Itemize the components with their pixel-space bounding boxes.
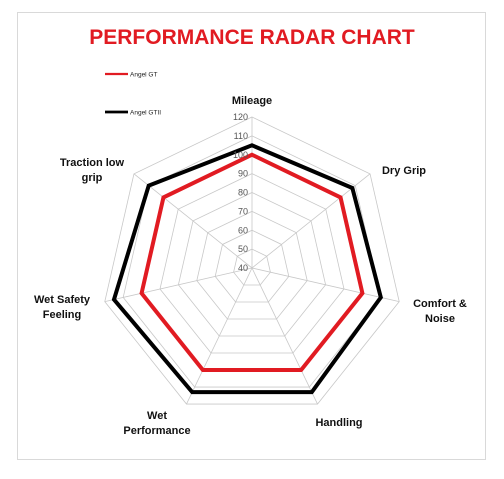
axis-label-6-line-1: grip <box>82 172 103 184</box>
radar-axis-labels: Mileage Dry Grip Comfort & Noise Handling Wet… <box>34 95 467 437</box>
axis-label-2-line-0: Comfort & <box>413 298 467 310</box>
legend: Angel GT Angel GTII <box>105 72 161 117</box>
chart-frame <box>17 12 486 460</box>
spoke-2 <box>251 267 400 302</box>
spoke-5 <box>104 267 253 302</box>
axis-label-2-line-1: Noise <box>425 313 455 325</box>
chart-title: PERFORMANCE RADAR CHART <box>89 26 415 49</box>
grid-ring-80 <box>177 192 327 337</box>
legend-entry-0: Angel GT <box>130 72 157 79</box>
axis-label-1-line-0: Dry Grip <box>382 165 426 177</box>
grid-ring-70 <box>196 210 308 320</box>
grid-ring-60 <box>214 229 290 303</box>
series-1-line <box>111 143 383 395</box>
radar-tick-labels: 40 50 60 70 80 90 100 110 120 <box>233 112 248 273</box>
tick-label: 50 <box>238 244 248 254</box>
axis-label-5-line-1: Feeling <box>43 309 82 321</box>
axis-label-4-line-1: Performance <box>123 425 190 437</box>
tick-label: 40 <box>238 263 248 273</box>
radar-series <box>111 143 383 395</box>
spoke-3 <box>251 267 318 405</box>
axis-label-3-line-0: Handling <box>315 417 362 429</box>
legend-entry-1: Angel GTII <box>130 110 161 117</box>
tick-label: 90 <box>238 169 248 179</box>
spoke-1 <box>251 173 371 269</box>
grid-ring-90 <box>159 173 345 354</box>
axis-label-4-line-0: Wet <box>147 410 167 422</box>
axis-label-5-line-0: Wet Safety <box>34 294 91 306</box>
grid-ring-50 <box>233 248 271 286</box>
grid-ring-120 <box>104 116 400 405</box>
tick-label: 110 <box>234 131 248 141</box>
series-0-line <box>139 152 365 373</box>
spoke-6 <box>133 173 253 269</box>
tick-label: 60 <box>238 225 248 235</box>
axis-label-6-line-0: Traction low <box>60 157 125 169</box>
tick-label: 80 <box>238 188 248 198</box>
spoke-4 <box>186 267 253 405</box>
tick-label: 120 <box>233 112 248 122</box>
tick-label: 70 <box>238 206 248 216</box>
tick-label: 100 <box>233 150 248 160</box>
axis-label-0-line-0: Mileage <box>232 95 272 107</box>
